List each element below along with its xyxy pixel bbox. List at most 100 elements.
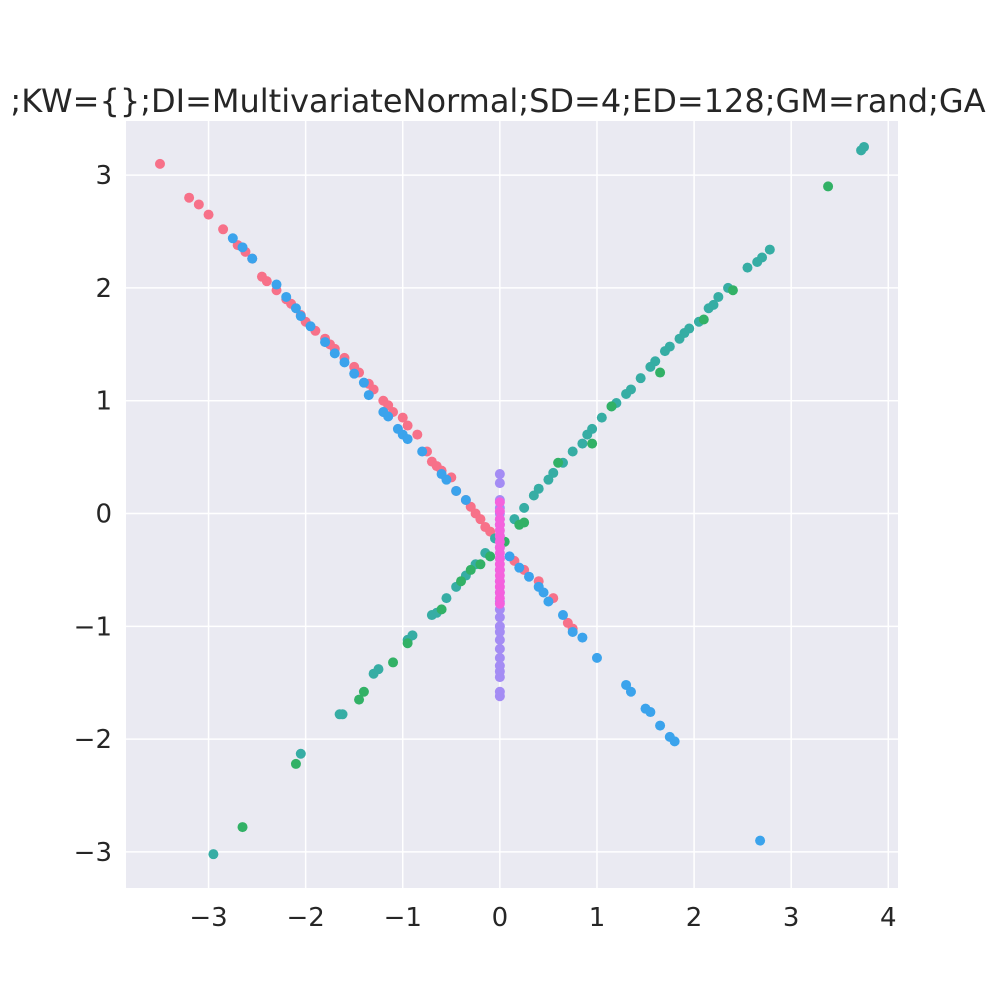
data-point [494, 469, 505, 480]
x-tick-label: −1 [384, 903, 422, 933]
data-point [237, 822, 248, 833]
x-tick-label: −3 [189, 903, 227, 933]
plot-area [126, 121, 898, 888]
data-point [504, 551, 515, 562]
x-axis-ticks: −3 −2 −1 0 1 2 3 4 [189, 903, 896, 933]
data-point [713, 291, 724, 302]
data-point [856, 145, 867, 156]
data-point [577, 632, 588, 643]
data-point [339, 357, 350, 368]
data-point [752, 256, 763, 267]
data-point [596, 412, 607, 423]
y-axis-ticks: −3 −2 −1 0 1 2 3 [74, 161, 112, 868]
data-point [402, 638, 413, 649]
data-point [349, 368, 360, 379]
x-tick-label: 1 [589, 903, 606, 933]
data-point [655, 720, 666, 731]
data-point [363, 390, 374, 401]
data-point [305, 321, 316, 332]
y-tick-label: 3 [95, 161, 112, 191]
data-point [823, 181, 834, 192]
y-tick-label: −2 [74, 725, 112, 755]
data-point [436, 604, 447, 615]
data-point [383, 411, 394, 422]
data-point [184, 192, 195, 203]
data-point [606, 401, 617, 412]
data-point [567, 626, 578, 637]
data-point [494, 634, 505, 645]
data-point [208, 849, 219, 860]
data-point [368, 668, 379, 679]
series-2 [237, 181, 834, 833]
data-point [669, 736, 680, 747]
data-point [203, 209, 214, 220]
data-point [494, 691, 505, 702]
data-point [290, 303, 301, 314]
data-point [485, 551, 496, 562]
data-point [388, 657, 399, 668]
data-point [271, 279, 282, 290]
data-point [261, 276, 272, 287]
data-point [538, 587, 549, 598]
series-1 [208, 141, 870, 860]
data-point [523, 571, 534, 582]
data-point [514, 562, 525, 573]
data-points [154, 141, 870, 860]
data-point [659, 346, 670, 357]
data-point [358, 377, 369, 388]
data-point [764, 244, 775, 255]
data-point [494, 478, 505, 489]
data-point [703, 303, 714, 314]
x-tick-label: 4 [880, 903, 897, 933]
data-point [645, 361, 656, 372]
data-point [451, 485, 462, 496]
data-point [635, 373, 646, 384]
data-point [460, 494, 471, 505]
data-point [247, 253, 258, 264]
data-point [494, 643, 505, 654]
data-point [519, 502, 530, 513]
data-point [441, 474, 452, 485]
data-point [218, 224, 229, 235]
data-point [698, 314, 709, 325]
data-point [591, 652, 602, 663]
data-point [494, 672, 505, 683]
data-point [295, 311, 306, 322]
data-point [465, 564, 476, 575]
x-tick-label: 3 [783, 903, 800, 933]
data-point [281, 291, 292, 302]
data-point [475, 514, 486, 525]
data-point [290, 758, 301, 769]
data-point [441, 593, 452, 604]
data-point [494, 506, 505, 517]
data-point [519, 517, 530, 528]
data-point [337, 709, 348, 720]
data-point [412, 429, 423, 440]
x-tick-label: −2 [286, 903, 324, 933]
data-point [494, 652, 505, 663]
grid [126, 121, 898, 888]
data-point [655, 367, 666, 378]
data-point [354, 694, 365, 705]
data-point [543, 596, 554, 607]
data-point [227, 233, 238, 244]
data-point [402, 420, 413, 431]
data-point [528, 490, 539, 501]
data-point [329, 348, 340, 359]
y-tick-label: −3 [74, 838, 112, 868]
data-point [557, 610, 568, 621]
data-point [674, 333, 685, 344]
data-point [402, 434, 413, 445]
data-point [645, 707, 656, 718]
data-point [154, 158, 165, 169]
data-point [742, 262, 753, 273]
data-point [494, 626, 505, 637]
data-point [727, 285, 738, 296]
series-3 [227, 233, 766, 846]
data-point [456, 576, 467, 587]
data-point [494, 497, 505, 508]
data-point [543, 474, 554, 485]
data-point [621, 388, 632, 399]
y-tick-label: 0 [95, 500, 112, 530]
